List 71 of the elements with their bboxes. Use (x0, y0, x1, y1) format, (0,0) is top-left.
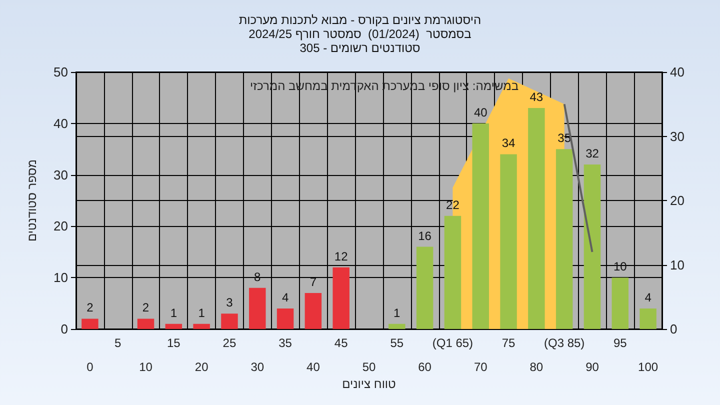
y-tick-label: 50 (54, 64, 68, 80)
data-label: 16 (418, 228, 432, 243)
bar (276, 308, 294, 329)
y-tick-label: 20 (54, 218, 68, 234)
x-tick-label: 45 (334, 336, 348, 350)
data-label: 7 (310, 275, 317, 290)
x-tick-label: 10 (139, 360, 153, 374)
y-tick-label: 0 (60, 322, 68, 336)
x-tick-label: (Q3 85) (544, 336, 585, 350)
x-tick-label: 25 (222, 336, 236, 350)
bar (221, 314, 238, 329)
y-tick-label: 10 (54, 270, 68, 286)
data-label: 32 (586, 146, 600, 161)
data-label: 40 (474, 105, 488, 120)
data-label: 1 (198, 306, 206, 320)
bar (304, 293, 322, 329)
data-label: 43 (530, 90, 544, 104)
x-tick-label: 20 (194, 360, 209, 374)
x-tick-label: (Q1 65) (432, 336, 474, 350)
x-axis-title: טווח ציונים (342, 376, 396, 391)
x-tick-label: 30 (250, 360, 264, 374)
x-tick-label: 15 (166, 336, 181, 350)
bar (193, 324, 210, 329)
bar (416, 246, 434, 329)
x-tick-label: 35 (278, 336, 292, 350)
bar (137, 318, 154, 329)
x-tick-label: 0 (86, 360, 94, 374)
x-tick-label: 90 (586, 360, 600, 374)
x-tick-label: 5 (114, 336, 122, 350)
x-tick-label: 40 (306, 360, 320, 374)
data-label: 1 (394, 306, 401, 320)
y-axis-title: מספר סטודנטים (25, 159, 39, 242)
data-label: 22 (446, 198, 460, 212)
data-label: 34 (502, 136, 516, 150)
bar (82, 318, 98, 329)
y-tick-label: 40 (54, 116, 68, 131)
y2-tick-label: 30 (670, 128, 684, 144)
x-tick-label: 80 (530, 360, 544, 374)
bar (500, 154, 517, 329)
bar (640, 308, 656, 329)
data-label: 35 (558, 131, 572, 146)
x-tick-label: 55 (390, 336, 404, 350)
bar (249, 288, 266, 329)
bar (556, 149, 573, 329)
x-tick-label: 60 (418, 360, 432, 374)
data-label: 4 (644, 290, 652, 304)
bar (332, 267, 350, 329)
y2-tick-label: 40 (670, 64, 684, 80)
data-label: 1 (170, 306, 178, 320)
data-label: 2 (142, 300, 150, 315)
bar (165, 324, 182, 329)
data-label: 4 (282, 290, 289, 304)
x-tick-label: 75 (502, 336, 516, 350)
y2-tick-label: 20 (670, 193, 684, 208)
bar (584, 164, 601, 329)
y-tick-label: 30 (54, 167, 68, 182)
data-label: 2 (86, 300, 94, 315)
y2-tick-label: 0 (670, 322, 678, 336)
bar (388, 324, 406, 329)
x-tick-label: 50 (362, 360, 376, 374)
x-tick-label: 100 (638, 360, 658, 374)
data-label: 3 (226, 296, 234, 310)
bar (612, 278, 629, 329)
bar (528, 108, 545, 329)
bar (444, 216, 462, 329)
chart-title: היסטוגרמת ציונים בקורס - מבוא לתכנות מערכות בסמסטר (01/2024) סמסטר חורף 2024/25 סטודנטים רשומים - 305 (238, 13, 482, 55)
x-tick-label: 70 (474, 360, 488, 374)
y2-tick-label: 10 (670, 257, 684, 272)
bar (472, 123, 489, 329)
data-label: 12 (334, 249, 348, 264)
x-tick-label: 95 (613, 336, 628, 350)
